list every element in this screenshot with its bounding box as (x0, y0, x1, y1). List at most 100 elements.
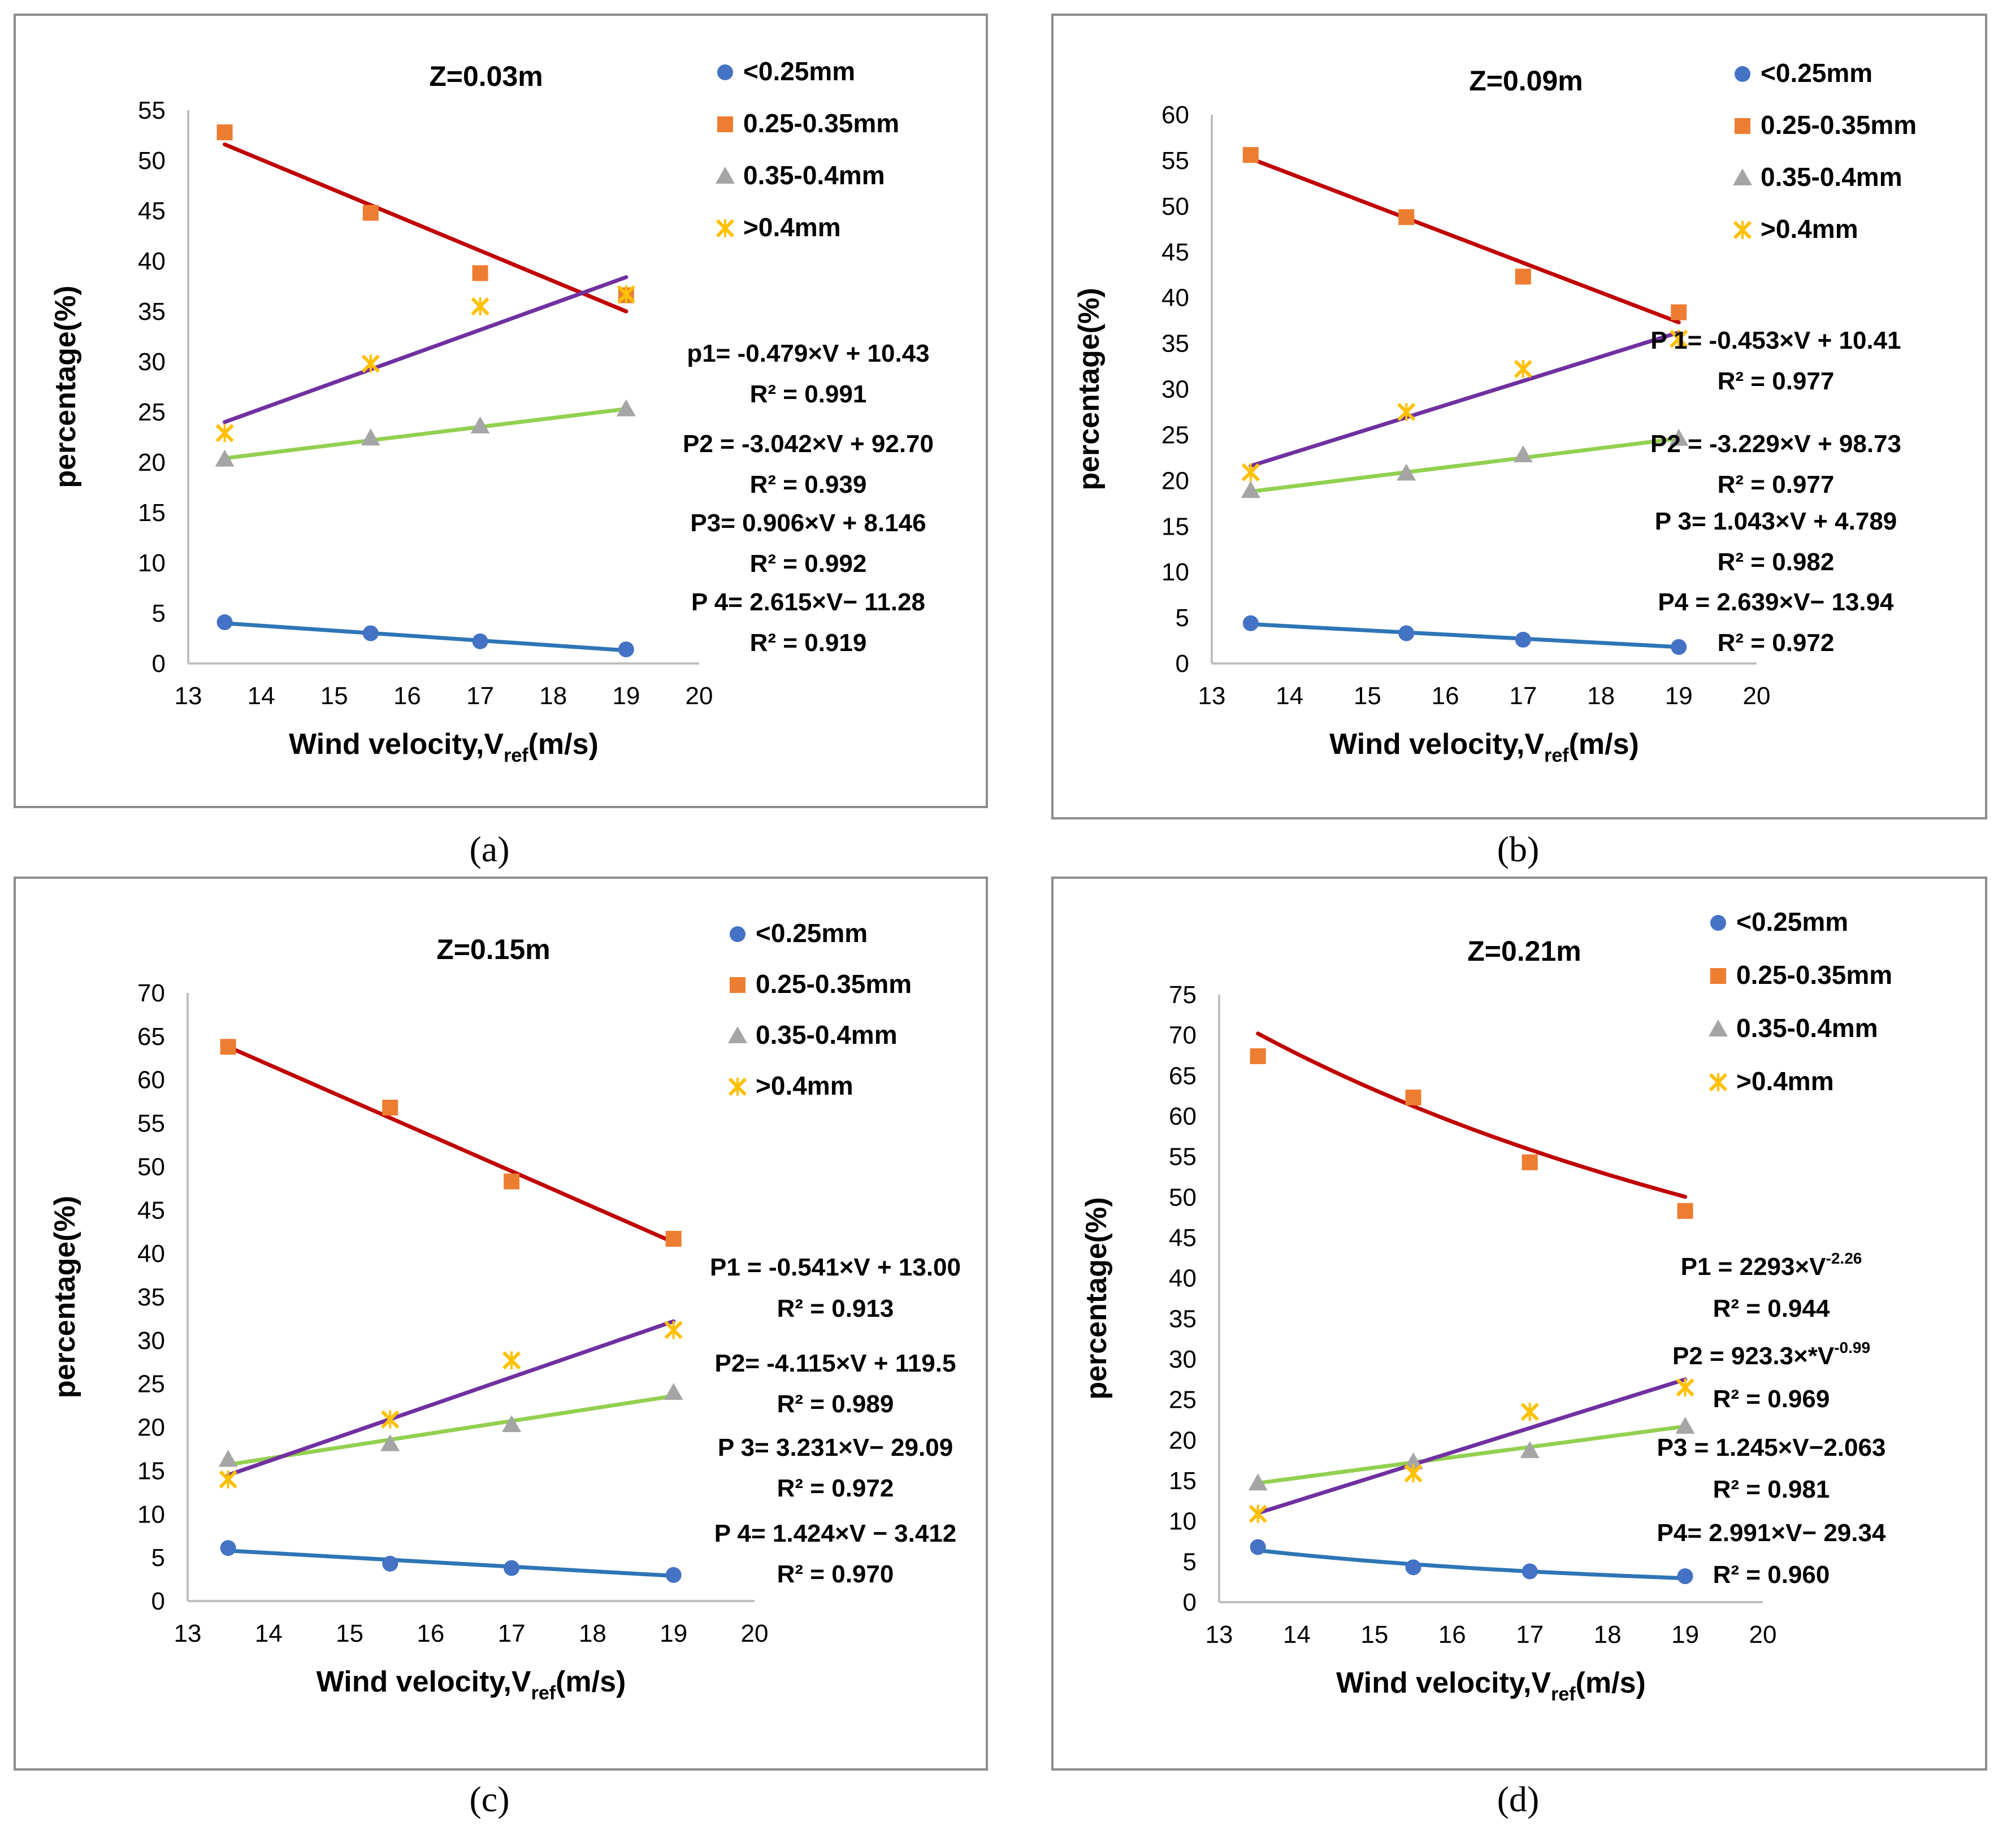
point-lt025 (1521, 1563, 1538, 1580)
trendline-lt025 (226, 1548, 676, 1578)
trendline-025-035 (226, 1044, 676, 1244)
trendline-lt025 (223, 621, 628, 653)
y-tick-label: 45 (1169, 1224, 1197, 1252)
equation-annotation: R² = 0.982 (1718, 548, 1835, 576)
panel-border (1051, 877, 1987, 1771)
y-tick-label: 15 (1161, 513, 1189, 540)
point-035-04 (1403, 1452, 1423, 1470)
trendline-025-035 (223, 142, 628, 314)
point-025-035 (665, 1231, 682, 1247)
x-tick-label: 17 (1516, 1621, 1544, 1649)
y-tick-label: 60 (1161, 101, 1189, 129)
point-035-04 (470, 416, 490, 433)
trendline-035-04 (1249, 436, 1681, 494)
point-035-04 (215, 449, 235, 467)
x-tick-label: 16 (1438, 1621, 1466, 1649)
point-lt025 (1398, 625, 1415, 641)
chart-title: Z=0.21m (1467, 935, 1581, 967)
equation-annotation: P 4= 2.615×V− 11.28 (691, 588, 925, 616)
point-025-035 (220, 1039, 236, 1055)
x-tick-label: 13 (1198, 682, 1226, 710)
y-axis-label: percentage(%) (49, 285, 82, 488)
panel-caption: (a) (469, 829, 509, 869)
chart-panel-a: 0 5 10 15 20 25 30 35 40 45 50 55 13 14 15 16 17 18 19 20 Wi… (14, 14, 988, 808)
trendline-035-04 (1256, 1424, 1688, 1485)
point-025-035 (1671, 304, 1687, 320)
point-035-04 (1248, 1473, 1268, 1491)
point-lt025 (472, 633, 488, 649)
point-gt04 (471, 297, 489, 316)
y-tick-label: 10 (1169, 1508, 1197, 1535)
x-axis-label: Wind velocity,Vref(m/s) (289, 728, 599, 766)
equation-annotation: P3 = 1.245×V−2.063 (1657, 1434, 1886, 1461)
x-tick-label: 18 (1594, 1621, 1622, 1649)
legend-label-gt04: >0.4mm (1761, 214, 1858, 244)
x-tick-label: 18 (539, 682, 567, 710)
y-axis-label: percentage(%) (1073, 288, 1106, 490)
y-tick-label: 0 (151, 1587, 165, 1615)
y-tick-label: 25 (1169, 1386, 1197, 1414)
equation-annotation: P4= 2.991×V− 29.34 (1657, 1519, 1886, 1547)
trendline-lt025 (1249, 622, 1681, 649)
legend-marker-035-04 (1733, 168, 1752, 185)
legend-label-gt04: >0.4mm (743, 212, 841, 242)
legend-label-lt025: <0.25mm (1736, 907, 1848, 936)
legend-marker-035-04 (1709, 1020, 1728, 1036)
point-035-04 (218, 1450, 238, 1467)
y-tick-label: 55 (1169, 1143, 1197, 1171)
point-gt04 (1404, 1464, 1423, 1483)
trendline-035-04 (226, 1394, 676, 1467)
equation-annotation: R² = 0.981 (1713, 1476, 1830, 1503)
y-tick-label: 25 (138, 398, 166, 426)
point-gt04 (1676, 1378, 1694, 1397)
y-tick-label: 30 (1161, 376, 1189, 404)
point-025-035 (1398, 209, 1415, 225)
equation-annotation: R² = 0.992 (750, 550, 867, 578)
y-tick-label: 40 (138, 248, 166, 275)
legend-label-035-04: 0.35-0.4mm (1761, 162, 1902, 192)
point-025-035 (1521, 1154, 1538, 1170)
legend-marker-025-035 (1735, 118, 1750, 134)
y-tick-label: 70 (137, 979, 165, 1007)
x-tick-label: 16 (417, 1620, 444, 1647)
point-035-04 (502, 1415, 522, 1432)
point-025-035 (1242, 147, 1259, 163)
y-tick-label: 55 (138, 97, 166, 124)
y-axis-label: percentage(%) (49, 1196, 81, 1398)
equation-annotation: R² = 0.969 (1713, 1385, 1830, 1413)
point-035-04 (1675, 1416, 1695, 1434)
y-tick-label: 40 (1169, 1265, 1197, 1292)
point-025-035 (1405, 1090, 1421, 1106)
point-025-035 (1250, 1048, 1266, 1064)
y-tick-label: 65 (1169, 1062, 1197, 1090)
chart-title: Z=0.09m (1469, 65, 1583, 97)
x-tick-label: 16 (393, 682, 421, 710)
x-tick-label: 14 (255, 1620, 283, 1647)
x-axis-label: Wind velocity,Vref(m/s) (1329, 728, 1639, 766)
x-tick-label: 14 (248, 682, 275, 710)
point-gt04 (1670, 329, 1688, 348)
x-tick-label: 19 (1671, 1621, 1699, 1649)
legend-marker-gt04 (728, 1077, 747, 1096)
point-035-04 (1520, 1441, 1540, 1458)
point-lt025 (1677, 1568, 1693, 1585)
x-tick-label: 17 (1509, 682, 1537, 710)
y-tick-label: 55 (1161, 147, 1189, 175)
x-tick-label: 13 (174, 1620, 202, 1647)
point-lt025 (1250, 1539, 1266, 1555)
legend-label-035-04: 0.35-0.4mm (743, 160, 885, 190)
y-tick-label: 50 (1169, 1183, 1197, 1211)
legend-marker-035-04 (716, 167, 735, 184)
equation-annotation: P3= 0.906×V + 8.146 (690, 509, 926, 537)
chart-title: Z=0.15m (436, 934, 550, 965)
point-035-04 (380, 1434, 400, 1451)
legend-label-025-035: 0.25-0.35mm (743, 109, 899, 138)
y-tick-label: 35 (137, 1283, 165, 1311)
point-gt04 (1241, 463, 1260, 481)
legend-marker-lt025 (730, 926, 745, 942)
legend-label-035-04: 0.35-0.4mm (1736, 1013, 1878, 1043)
point-035-04 (1669, 428, 1689, 446)
point-gt04 (381, 1410, 400, 1429)
panel-border (1051, 14, 1987, 819)
